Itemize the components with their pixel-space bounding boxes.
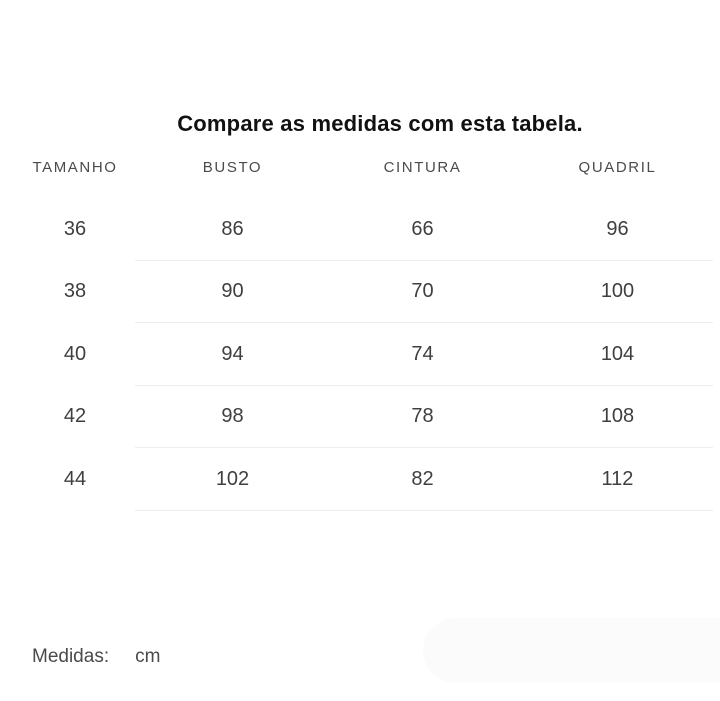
- cell-quadril: 96: [606, 217, 629, 240]
- cell-busto: 90: [221, 280, 244, 303]
- cell-tamanho: 38: [63, 280, 87, 303]
- cell-quadril: 104: [600, 342, 635, 365]
- cell-busto: 102: [215, 467, 250, 490]
- column-header-quadril: QUADRIL: [578, 159, 657, 176]
- cell-quadril: 112: [601, 467, 634, 490]
- size-table-body: 36 86 66 96 38 90 70 100 40 94 74 104 42…: [0, 198, 720, 511]
- cell-cintura: 74: [411, 342, 434, 365]
- column-header-busto: BUSTO: [202, 159, 263, 176]
- page-title: Compare as medidas com esta tabela.: [177, 111, 583, 136]
- cell-cintura: 78: [411, 405, 434, 428]
- cell-busto: 86: [221, 217, 244, 240]
- table-row: 42 98 78 108: [0, 386, 720, 449]
- cell-tamanho: 40: [63, 342, 87, 365]
- cell-quadril: 108: [600, 405, 635, 428]
- column-header-tamanho: TAMANHO: [32, 159, 118, 176]
- column-header-cintura: CINTURA: [383, 159, 462, 176]
- cell-quadril: 100: [600, 280, 635, 303]
- table-header-row: TAMANHO BUSTO CINTURA QUADRIL: [0, 156, 720, 180]
- table-row: 44 102 82 112: [0, 448, 720, 511]
- cell-tamanho: 36: [63, 217, 87, 240]
- cell-cintura: 82: [411, 467, 434, 490]
- table-row: 38 90 70 100: [0, 261, 720, 324]
- cell-cintura: 70: [411, 280, 434, 303]
- cell-tamanho: 42: [63, 405, 87, 428]
- cell-busto: 98: [221, 405, 244, 428]
- cell-tamanho: 44: [63, 467, 87, 490]
- cell-busto: 94: [221, 342, 244, 365]
- table-row: 36 86 66 96: [0, 198, 720, 261]
- faint-pill-overlay: [423, 618, 720, 683]
- measurements-unit: cm: [135, 646, 161, 667]
- cell-cintura: 66: [411, 217, 434, 240]
- measurements-footer: Medidas: cm: [32, 645, 160, 669]
- measurements-label: Medidas:: [32, 646, 110, 667]
- table-row: 40 94 74 104: [0, 323, 720, 386]
